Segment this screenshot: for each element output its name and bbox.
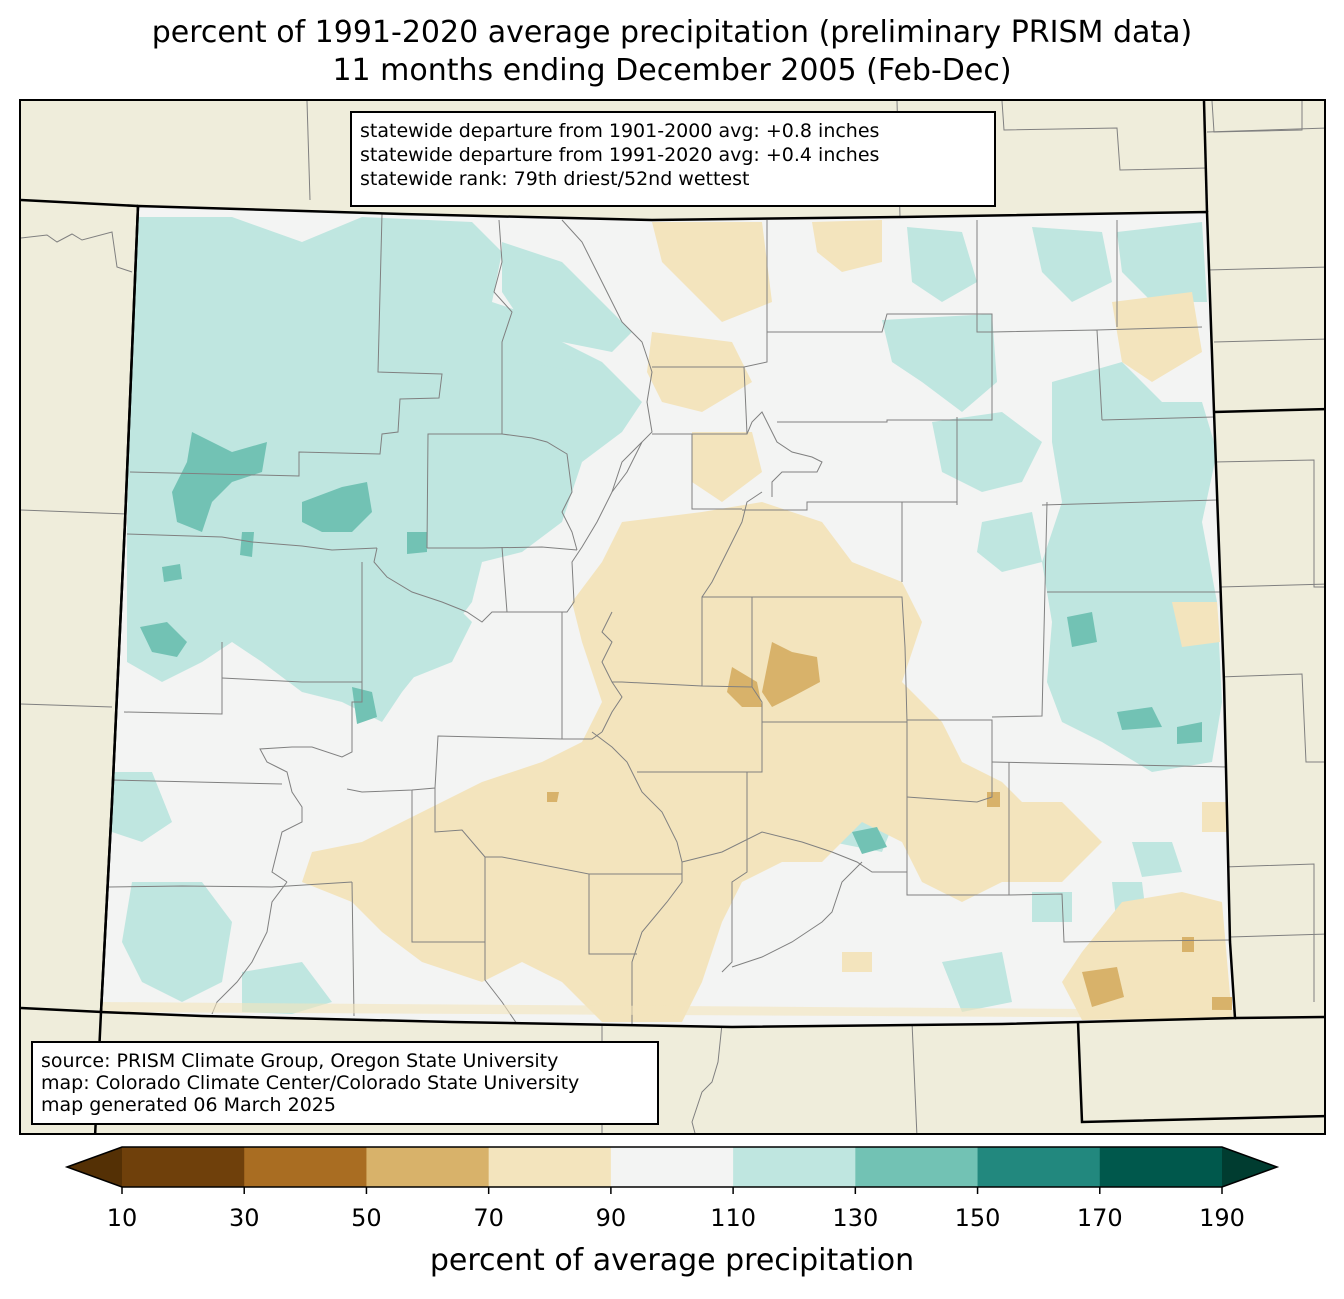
colorbar-tick-label: 30 [228,1204,260,1232]
source-credit-box: source: PRISM Climate Group, Oregon Stat… [31,1041,659,1125]
stats-line-1901-2000: statewide departure from 1901-2000 avg: … [360,120,880,142]
map-title-line1: percent of 1991-2020 average precipitati… [151,15,1193,50]
colorbar-tick-label: 150 [954,1204,1001,1232]
map-credit-line: map: Colorado Climate Center/Colorado St… [41,1072,580,1094]
map-panel [19,99,1326,1135]
dry-50-70-areas [547,642,1232,1010]
precipitation-fills [101,211,1235,1025]
colorbar-segment [610,1147,734,1187]
wet-130-150-areas [140,432,1202,854]
colorbar-segment [488,1147,612,1187]
colorbar-segment [122,1147,245,1187]
source-line: source: PRISM Climate Group, Oregon Stat… [41,1050,559,1072]
wet-110-130-areas [112,217,1222,1014]
colorbar-tick-label: 170 [1076,1204,1123,1232]
precipitation-map [21,101,1324,1133]
colorbar-label: percent of average precipitation [429,1243,915,1278]
south-edge-strip [101,1002,1235,1018]
colorbar-tick-label: 190 [1199,1204,1245,1232]
stats-line-1991-2020: statewide departure from 1991-2020 avg: … [360,144,880,166]
colorbar-segment [855,1147,979,1187]
colorbar [64,1146,1280,1194]
colorbar-tick-label: 90 [595,1204,627,1232]
stats-line-rank: statewide rank: 79th driest/52nd wettest [360,168,750,190]
colorbar-segment [244,1147,367,1187]
colorbar-tick-label: 70 [473,1204,504,1232]
map-title-line2: 11 months ending December 2005 (Feb-Dec) [332,53,1012,88]
colorbar-segment [977,1147,1101,1187]
colorbar-under-arrow [67,1147,122,1187]
colorbar-tick-label: 50 [351,1204,382,1232]
colorbar-segment [366,1147,490,1187]
colorbar-segment [733,1147,856,1187]
dry-70-90-areas [302,220,1232,1022]
colorbar-segment [1099,1147,1223,1187]
generated-date-line: map generated 06 March 2025 [41,1094,336,1116]
colorbar-over-arrow [1222,1147,1277,1187]
neighbor-county-lines [21,101,1324,1133]
colorbar-tick-label: 130 [832,1204,879,1232]
colorbar-segments [64,1146,1280,1194]
colorbar-tick-label: 10 [106,1204,138,1232]
neighbor-state-borders [21,198,1324,1124]
colorbar-tick-label: 110 [710,1204,757,1232]
statewide-stats-box: statewide departure from 1901-2000 avg: … [350,111,996,207]
